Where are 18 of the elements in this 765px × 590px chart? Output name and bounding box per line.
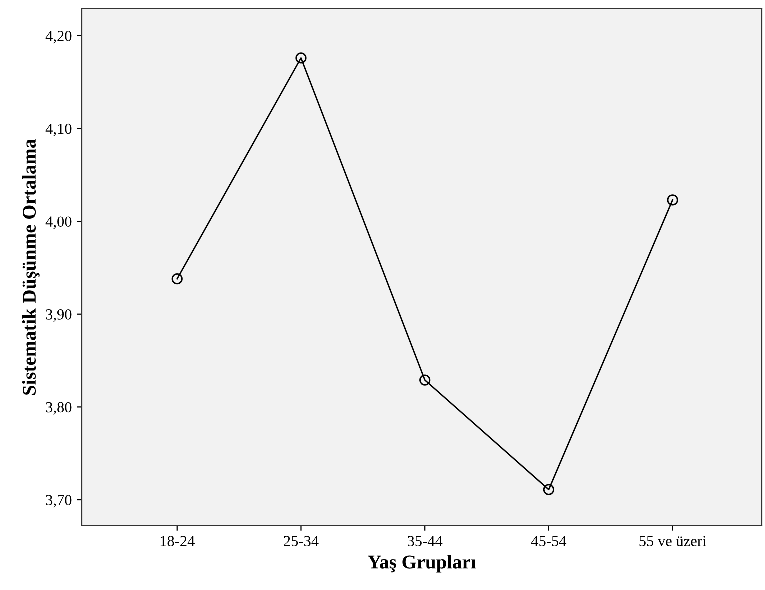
y-axis-title: Sistematik Düşünme Ortalama bbox=[22, 139, 40, 396]
y-tick-label: 4,10 bbox=[46, 124, 72, 136]
point bbox=[296, 52, 307, 64]
y-tick-label: 3,90 bbox=[46, 310, 72, 322]
x-tick-label: 25-34 bbox=[284, 536, 319, 546]
point bbox=[543, 484, 555, 496]
point bbox=[172, 274, 183, 285]
point bbox=[667, 194, 678, 206]
point bbox=[420, 374, 431, 386]
x-tick-label: 45-54 bbox=[531, 536, 567, 546]
x-tick-label: 18-24 bbox=[160, 536, 195, 546]
y-tick-label: 4,00 bbox=[46, 216, 72, 230]
y-tick-label: 3,80 bbox=[46, 402, 72, 415]
y-tick-label: 3,70 bbox=[46, 495, 72, 508]
x-tick-label: 55 ve üzeri bbox=[640, 536, 706, 546]
x-axis-title: Yaş Grupları bbox=[368, 555, 476, 573]
y-tick-label: 4,20 bbox=[46, 31, 72, 44]
x-tick-label: 35-44 bbox=[408, 536, 443, 546]
